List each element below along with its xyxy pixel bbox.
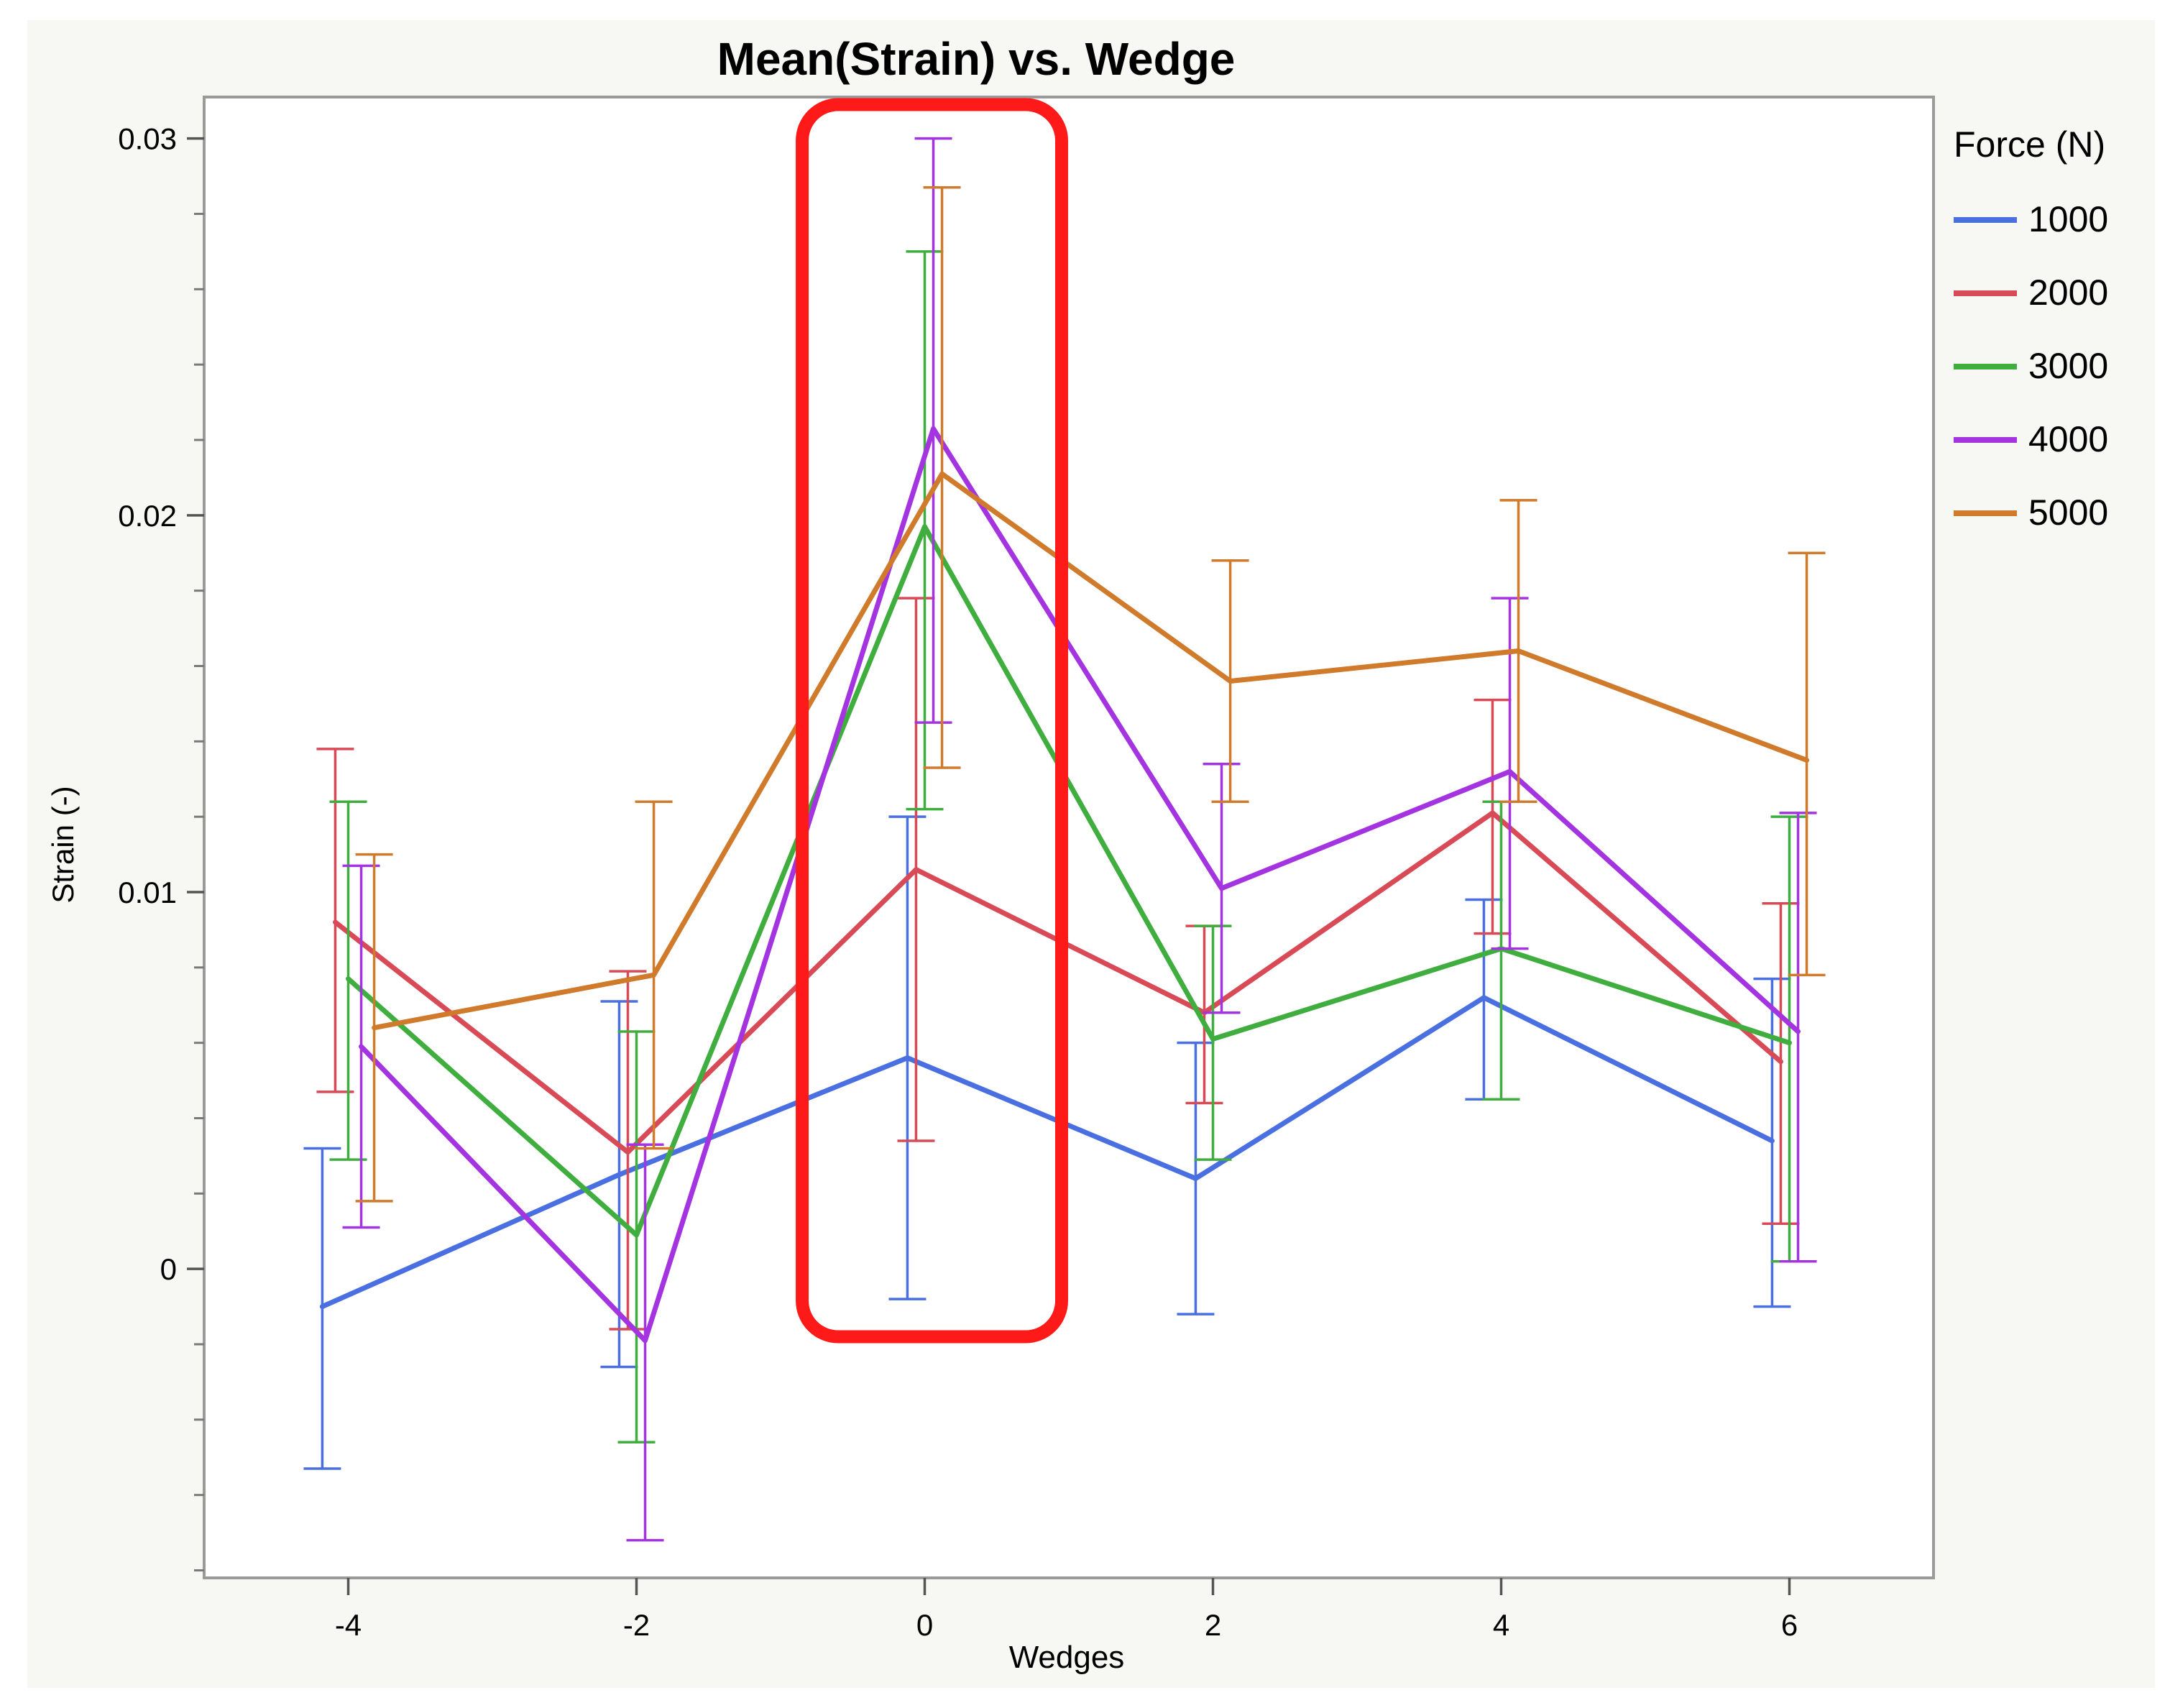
legend-label-5000: 5000 — [2028, 492, 2108, 533]
x-axis-label: Wedges — [1009, 1640, 1125, 1675]
y-tick-label: 0 — [160, 1252, 177, 1286]
legend-label-1000: 1000 — [2028, 199, 2108, 239]
series-5000 — [355, 186, 1826, 1203]
legend: Force (N) 1000 2000 3000 4000 5000 — [1954, 124, 2108, 533]
series-line-5000 — [372, 471, 1810, 1031]
axes-layer: 0 0.01 0.02 0.03 -4 -2 0 2 4 6 — [118, 122, 1798, 1642]
legend-item-5000: 5000 — [1954, 492, 2108, 533]
x-tick-label: 0 — [916, 1608, 933, 1642]
x-tick-label: 6 — [1781, 1608, 1798, 1642]
legend-item-3000: 3000 — [1954, 346, 2108, 386]
legend-title: Force (N) — [1954, 124, 2105, 165]
highlight-box — [796, 98, 1068, 1344]
plot-area — [203, 96, 1935, 1579]
legend-item-2000: 2000 — [1954, 272, 2108, 313]
legend-item-4000: 4000 — [1954, 419, 2108, 459]
y-axis-label: Strain (-) — [46, 786, 80, 903]
series-line-3000 — [346, 524, 1792, 1238]
y-tick-label: 0.02 — [118, 499, 177, 533]
series-line-4000 — [359, 426, 1801, 1344]
series-line-1000 — [319, 995, 1775, 1310]
legend-label-4000: 4000 — [2028, 419, 2108, 459]
x-tick-label: -4 — [335, 1608, 362, 1642]
y-minor-ticks — [194, 212, 204, 1572]
x-tick-label: -2 — [623, 1608, 650, 1642]
legend-item-1000: 1000 — [1954, 199, 2108, 239]
y-tick-label: 0.03 — [118, 122, 177, 156]
series-1000 — [303, 815, 1791, 1470]
series-layer — [303, 137, 1826, 1542]
x-tick-label: 2 — [1205, 1608, 1221, 1642]
legend-label-2000: 2000 — [2028, 272, 2108, 313]
chart-title: Mean(Strain) vs. Wedge — [717, 33, 1236, 85]
legend-label-3000: 3000 — [2028, 346, 2108, 386]
series-4000 — [342, 137, 1817, 1542]
x-tick-label: 4 — [1493, 1608, 1509, 1642]
highlight-layer — [796, 98, 1068, 1344]
y-tick-label: 0.01 — [118, 876, 177, 909]
